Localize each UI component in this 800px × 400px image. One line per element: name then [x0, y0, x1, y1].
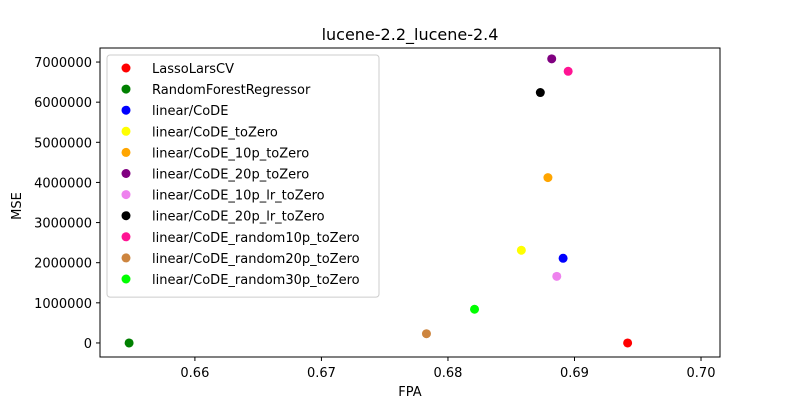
legend-marker — [121, 126, 131, 136]
legend-marker — [121, 211, 131, 221]
legend-marker — [121, 190, 131, 200]
legend-label: linear/CoDE_random30p_toZero — [152, 273, 360, 288]
axes: 0.66 0.67 0.68 0.69 0.70 0 1000000 2000000 30000… — [34, 47, 721, 381]
legend-label: linear/CoDE_random20p_toZero — [152, 252, 360, 267]
legend-label: linear/CoDE_20p_toZero — [152, 168, 309, 183]
legend-marker — [121, 63, 131, 73]
data-point — [124, 338, 134, 348]
x-tick-label: 0.66 — [180, 366, 209, 381]
legend-label: linear/CoDE_10p_lr_toZero — [152, 189, 325, 204]
legend-marker — [121, 84, 131, 94]
y-tick-label: 6000000 — [34, 96, 92, 111]
y-tick-label: 1000000 — [34, 297, 92, 312]
legend-label: LassoLarsCV — [152, 62, 234, 77]
x-tick-label: 0.69 — [560, 366, 589, 381]
legend-marker — [121, 253, 131, 263]
data-point — [543, 173, 553, 183]
data-point — [535, 88, 545, 98]
data-point — [623, 338, 633, 348]
data-point — [516, 245, 526, 255]
x-tick-label: 0.68 — [433, 366, 462, 381]
legend-marker — [121, 105, 131, 115]
legend-label: linear/CoDE_toZero — [152, 125, 278, 140]
y-axis-label: MSE — [10, 192, 25, 220]
x-axis-label: FPA — [398, 385, 421, 400]
data-point — [552, 271, 562, 281]
legend-label: linear/CoDE — [152, 104, 228, 119]
legend-label: RandomForestRegressor — [152, 83, 311, 98]
data-points — [124, 54, 633, 348]
legend-label: linear/CoDE_20p_lr_toZero — [152, 210, 325, 225]
plot-frame — [99, 47, 721, 358]
y-tick-label: 0 — [84, 337, 92, 352]
y-tick-label: 4000000 — [34, 176, 92, 191]
x-tick-label: 0.67 — [307, 366, 336, 381]
legend-marker — [121, 147, 131, 157]
data-point — [558, 253, 568, 263]
y-tick-label: 2000000 — [34, 257, 92, 272]
legend-label: linear/CoDE_10p_toZero — [152, 146, 309, 161]
legend-label: linear/CoDE_random10p_toZero — [152, 231, 360, 246]
legend-marker — [121, 232, 131, 242]
x-tick-label: 0.70 — [687, 366, 716, 381]
chart-title: lucene-2.2_lucene-2.4 — [322, 25, 499, 45]
y-tick-label: 3000000 — [34, 217, 92, 232]
legend-marker — [121, 169, 131, 178]
data-point — [563, 66, 573, 76]
legend-marker — [121, 274, 131, 284]
data-point — [470, 304, 480, 314]
y-tick-label: 5000000 — [34, 136, 92, 151]
legend-box — [106, 54, 380, 298]
y-tick-label: 7000000 — [34, 56, 92, 71]
data-point — [421, 329, 431, 339]
legend: LassoLarsCV RandomForestRegressor linear/C… — [106, 54, 380, 298]
data-point — [547, 54, 557, 64]
